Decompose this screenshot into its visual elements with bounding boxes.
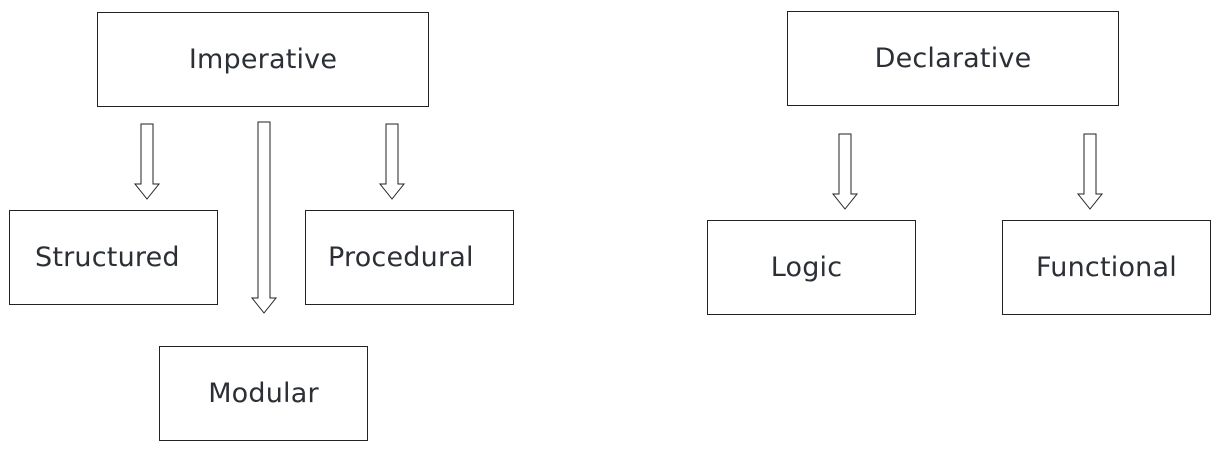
- structured-box: Structured: [9, 210, 218, 305]
- arrow-declarative-logic: [831, 133, 859, 210]
- logic-box: Logic: [707, 220, 916, 315]
- structured-label: Structured: [35, 242, 180, 273]
- declarative-box: Declarative: [787, 11, 1119, 106]
- declarative-label: Declarative: [874, 43, 1032, 74]
- arrow-imperative-structured: [133, 123, 161, 200]
- procedural-box: Procedural: [305, 210, 514, 305]
- arrow-imperative-procedural: [378, 123, 406, 200]
- functional-label: Functional: [1036, 252, 1177, 283]
- modular-label: Modular: [208, 378, 319, 409]
- imperative-box: Imperative: [97, 12, 429, 107]
- imperative-label: Imperative: [188, 44, 338, 75]
- modular-box: Modular: [159, 346, 368, 441]
- procedural-label: Procedural: [328, 242, 474, 273]
- logic-label: Logic: [770, 252, 843, 283]
- arrow-imperative-modular: [250, 121, 278, 314]
- arrow-declarative-functional: [1076, 133, 1104, 210]
- functional-box: Functional: [1002, 220, 1211, 315]
